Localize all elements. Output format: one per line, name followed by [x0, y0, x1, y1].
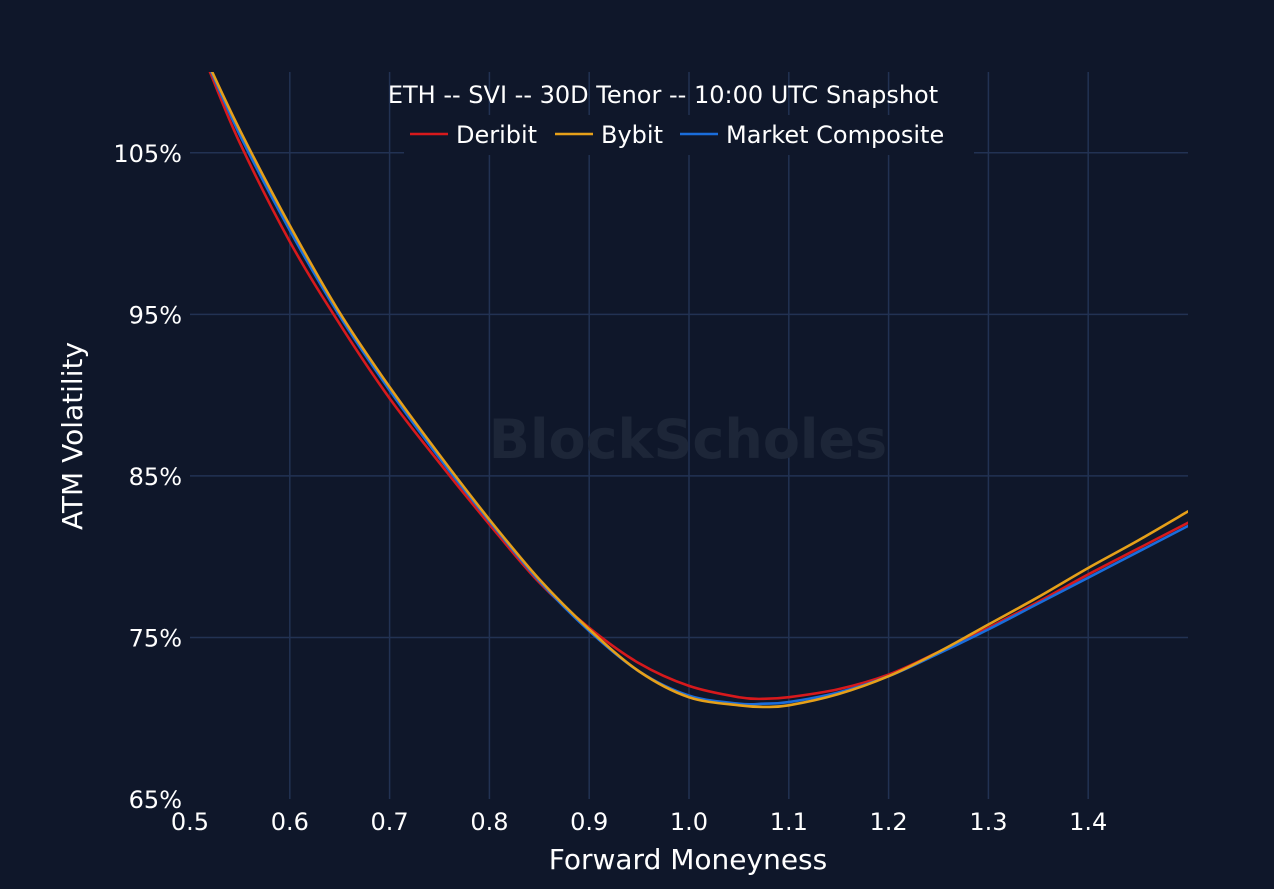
x-axis-ticks: 0.5 0.6 0.7 0.8 0.9 1.0 1.1 1.2 1.3 1.4 [171, 808, 1107, 836]
legend: Deribit Bybit Market Composite [404, 115, 974, 155]
x-tick-label: 1.4 [1069, 808, 1107, 836]
y-tick-label: 105% [113, 140, 182, 168]
series-line-bybit [210, 72, 1188, 709]
series-lines [208, 72, 1188, 709]
y-axis-title: ATM Volatility [56, 342, 89, 530]
legend-item-bybit[interactable]: Bybit [555, 121, 663, 149]
x-tick-label: 0.6 [271, 808, 309, 836]
legend-label: Deribit [456, 121, 537, 149]
x-axis-title: Forward Moneyness [549, 843, 827, 876]
x-tick-label: 1.0 [670, 808, 708, 836]
x-tick-label: 0.9 [570, 808, 608, 836]
y-axis-ticks: 65% 75% 85% 95% 105% [113, 140, 182, 814]
x-tick-label: 1.2 [870, 808, 908, 836]
legend-label: Bybit [601, 121, 663, 149]
x-tick-label: 0.5 [171, 808, 209, 836]
x-tick-label: 0.7 [371, 808, 409, 836]
series-line-deribit [208, 72, 1188, 701]
x-tick-label: 1.1 [770, 808, 808, 836]
y-tick-label: 65% [129, 786, 182, 814]
x-tick-label: 0.8 [470, 808, 508, 836]
legend-item-market-composite[interactable]: Market Composite [680, 121, 944, 149]
legend-label: Market Composite [726, 121, 944, 149]
x-tick-label: 1.3 [969, 808, 1007, 836]
legend-item-deribit[interactable]: Deribit [410, 121, 537, 149]
watermark-text: BlockScholes [489, 408, 887, 471]
y-tick-label: 95% [129, 301, 182, 329]
y-tick-label: 75% [129, 624, 182, 652]
series-line-market-composite [209, 72, 1188, 706]
chart-title: ETH -- SVI -- 30D Tenor -- 10:00 UTC Sna… [388, 81, 938, 109]
y-tick-label: 85% [129, 463, 182, 491]
